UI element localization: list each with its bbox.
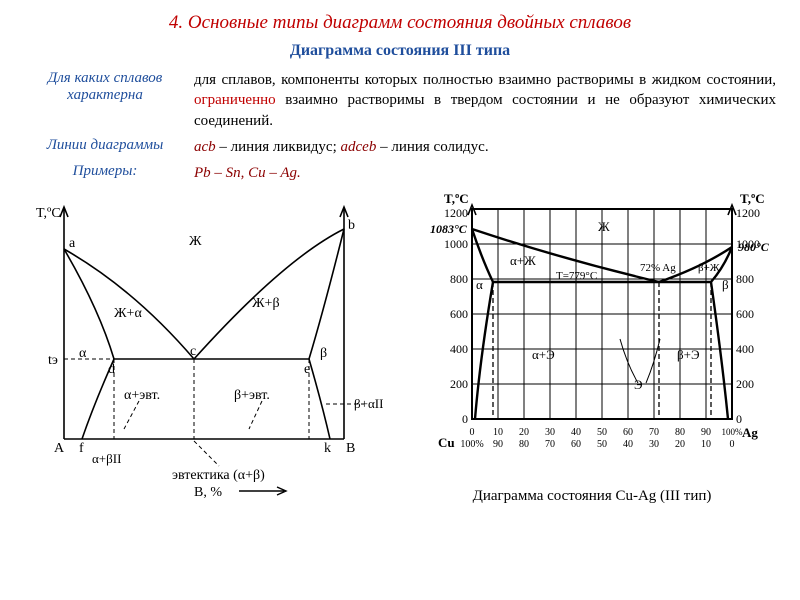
chart-left-svg: T,ºC A B f k a b c d e tэ Ж Ж+α Ж+β α β … bbox=[24, 189, 384, 499]
cr-Cu: Cu bbox=[438, 435, 455, 450]
chart-right: 0 200 400 600 800 1000 1200 0 200 400 60… bbox=[402, 189, 782, 505]
svg-text:60: 60 bbox=[571, 439, 581, 450]
svg-text:400: 400 bbox=[736, 342, 754, 356]
cl-d: d bbox=[108, 362, 115, 377]
svg-text:50: 50 bbox=[597, 439, 607, 450]
svg-text:40: 40 bbox=[571, 427, 581, 438]
cl-abII: α+βII bbox=[92, 451, 121, 466]
cl-A: A bbox=[54, 441, 65, 456]
applicability-text-before: для сплавов, компоненты которых полность… bbox=[194, 72, 776, 88]
svg-text:50: 50 bbox=[597, 427, 607, 438]
svg-text:600: 600 bbox=[450, 307, 468, 321]
row-examples-body: Pb – Sn, Cu – Ag. bbox=[194, 163, 776, 183]
svg-text:70: 70 bbox=[545, 439, 555, 450]
row-applicability: Для каких сплавов характерна для сплавов… bbox=[24, 70, 776, 131]
svg-text:70: 70 bbox=[649, 427, 659, 438]
cr-L: Ж bbox=[598, 219, 610, 234]
svg-text:20: 20 bbox=[675, 439, 685, 450]
cr-beta: β bbox=[722, 277, 729, 292]
svg-text:90: 90 bbox=[701, 427, 711, 438]
svg-text:1200: 1200 bbox=[736, 206, 760, 220]
svg-text:60: 60 bbox=[623, 427, 633, 438]
row-applicability-label: Для каких сплавов характерна bbox=[24, 70, 194, 131]
cl-beta: β bbox=[320, 346, 327, 361]
svg-text:30: 30 bbox=[649, 439, 659, 450]
svg-text:10: 10 bbox=[701, 439, 711, 450]
cl-eutcaption: эвтектика (α+β) bbox=[172, 468, 265, 483]
chart-left: T,ºC A B f k a b c d e tэ Ж Ж+α Ж+β α β … bbox=[24, 189, 384, 505]
svg-text:100%: 100% bbox=[722, 427, 744, 437]
row-examples: Примеры: Pb – Sn, Cu – Ag. bbox=[24, 163, 776, 183]
cr-Teut: T=779°C bbox=[556, 270, 597, 282]
svg-text:1200: 1200 bbox=[444, 206, 468, 220]
lines-t2: – линия солидус. bbox=[376, 139, 488, 155]
cl-alpha: α bbox=[79, 346, 87, 361]
svg-text:90: 90 bbox=[493, 439, 503, 450]
chart-right-svg: 0 200 400 600 800 1000 1200 0 200 400 60… bbox=[402, 189, 782, 479]
cr-Lb: β+Ж bbox=[698, 262, 720, 274]
row-examples-label: Примеры: bbox=[24, 163, 194, 183]
cr-yl: T,ºC bbox=[444, 191, 469, 206]
cl-aE: α+эвт. bbox=[124, 388, 160, 403]
cr-La: α+Ж bbox=[510, 253, 536, 268]
row-lines-label: Линии диаграммы bbox=[24, 137, 194, 157]
svg-text:20: 20 bbox=[519, 427, 529, 438]
svg-text:0: 0 bbox=[470, 427, 475, 438]
page-subtitle: Диаграмма состояния III типа bbox=[24, 42, 776, 60]
svg-text:400: 400 bbox=[450, 342, 468, 356]
svg-text:200: 200 bbox=[450, 377, 468, 391]
svg-text:1000: 1000 bbox=[444, 237, 468, 251]
svg-text:0: 0 bbox=[462, 412, 468, 426]
cl-B: B bbox=[346, 441, 355, 456]
cl-baII: β+αII bbox=[354, 396, 383, 411]
svg-text:80: 80 bbox=[519, 439, 529, 450]
svg-text:0: 0 bbox=[730, 439, 735, 450]
svg-text:10: 10 bbox=[493, 427, 503, 438]
cl-c: c bbox=[190, 344, 196, 359]
cl-b: b bbox=[348, 218, 355, 233]
cl-ylabel: T,ºC bbox=[36, 206, 61, 221]
svg-text:80: 80 bbox=[675, 427, 685, 438]
cr-alpha: α bbox=[476, 277, 483, 292]
svg-text:800: 800 bbox=[736, 272, 754, 286]
svg-text:40: 40 bbox=[623, 439, 633, 450]
cl-tE: tэ bbox=[48, 353, 58, 368]
cl-xlabel: B, % bbox=[194, 485, 222, 499]
cr-bE: β+Э bbox=[677, 347, 700, 362]
svg-text:100%: 100% bbox=[460, 439, 483, 450]
chart-right-caption: Диаграмма состояния Cu-Ag (III тип) bbox=[402, 488, 782, 505]
svg-text:600: 600 bbox=[736, 307, 754, 321]
cr-Ag: Ag bbox=[742, 425, 758, 440]
applicability-text-after: взаимно растворимы в твердом состоянии и… bbox=[194, 92, 776, 128]
lines-i1: acb bbox=[194, 139, 216, 155]
lines-t1: – линия ликвидус; bbox=[216, 139, 341, 155]
lines-i2: adceb bbox=[341, 139, 377, 155]
page-title: 4. Основные типы диаграмм состояния двой… bbox=[24, 12, 776, 34]
cl-L: Ж bbox=[189, 234, 202, 249]
row-lines: Линии диаграммы acb – линия ликвидус; ad… bbox=[24, 137, 776, 157]
svg-text:800: 800 bbox=[450, 272, 468, 286]
cl-a: a bbox=[69, 236, 76, 251]
cr-TAg: 980°C bbox=[738, 240, 770, 254]
cr-yr: T,ºC bbox=[740, 191, 765, 206]
cr-TCu: 1083°C bbox=[430, 222, 468, 236]
svg-text:200: 200 bbox=[736, 377, 754, 391]
cl-Lb: Ж+β bbox=[252, 296, 280, 311]
row-applicability-body: для сплавов, компоненты которых полность… bbox=[194, 70, 776, 131]
cl-La: Ж+α bbox=[114, 306, 142, 321]
row-lines-body: acb – линия ликвидус; adceb – линия соли… bbox=[194, 137, 776, 157]
applicability-highlight: ограниченно bbox=[194, 92, 276, 108]
svg-text:0: 0 bbox=[736, 412, 742, 426]
cr-eutcomp: 72% Ag bbox=[640, 262, 676, 274]
cl-e: e bbox=[304, 362, 310, 377]
cl-bE: β+эвт. bbox=[234, 388, 270, 403]
cr-aE: α+Э bbox=[532, 347, 555, 362]
cl-k: k bbox=[324, 441, 331, 456]
cl-f: f bbox=[79, 441, 84, 456]
svg-text:30: 30 bbox=[545, 427, 555, 438]
